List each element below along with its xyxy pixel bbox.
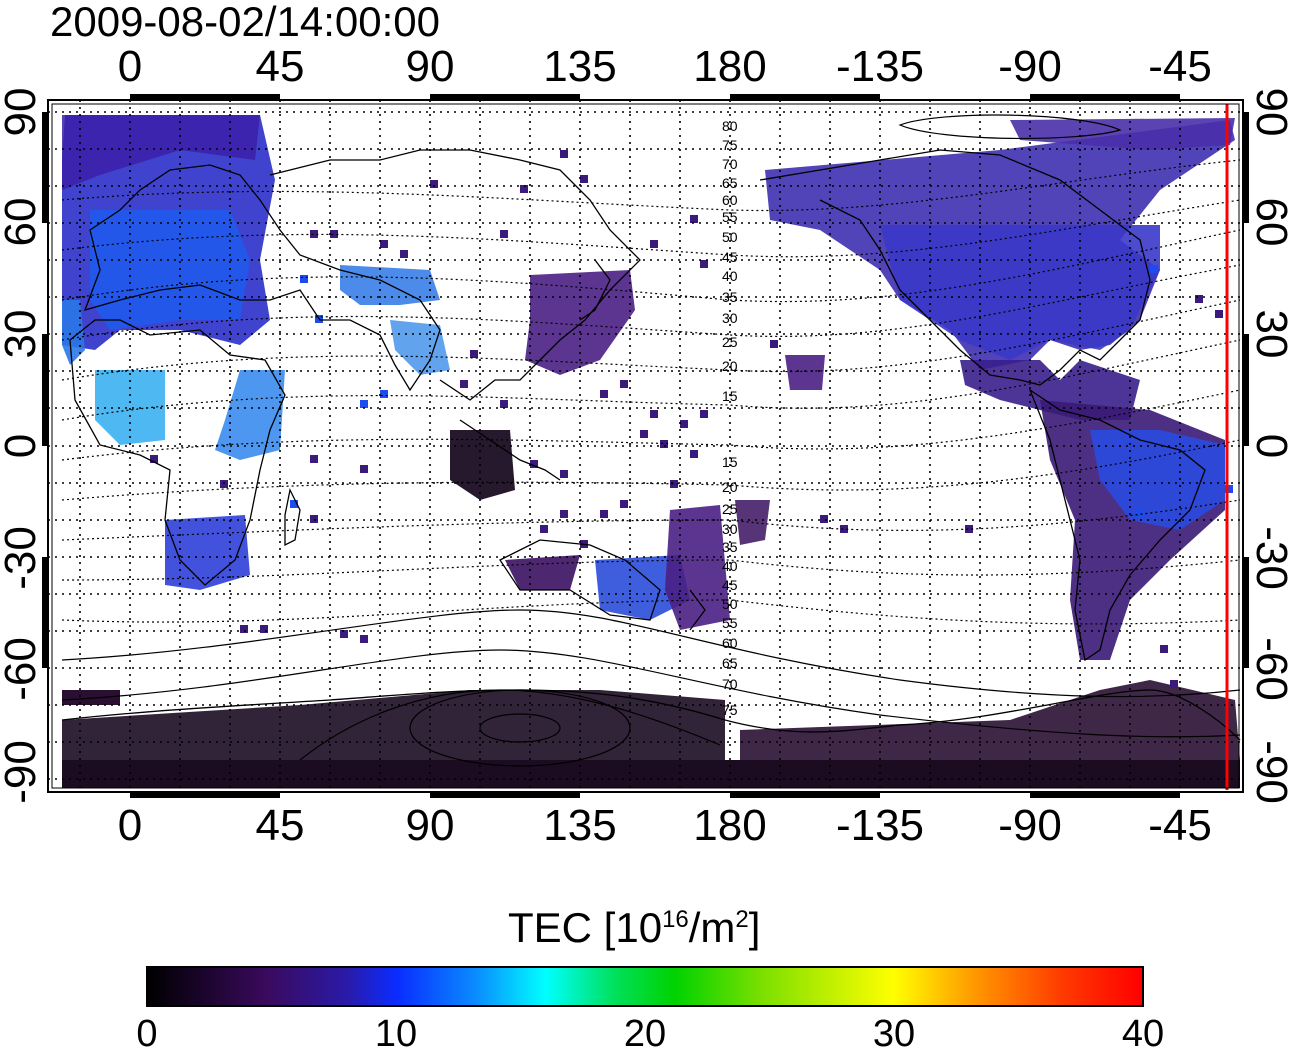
contour-label: 15 xyxy=(722,388,738,404)
lon-tick-bottom: -90 xyxy=(998,801,1062,850)
map-inner-frame xyxy=(51,103,1240,789)
lon-tick-bottom: 90 xyxy=(405,801,455,850)
tec-world-map: 80 75 70 65 60 55 50 45 40 35 30 25 20 1… xyxy=(42,94,1249,798)
contour-label: 45 xyxy=(722,577,738,593)
lon-tick-top: -135 xyxy=(835,42,925,91)
coastlines xyxy=(61,149,1241,741)
map-timestamp-title: 2009-08-02/14:00:00 xyxy=(50,0,440,45)
colorbar-tick: 20 xyxy=(623,1013,667,1055)
lon-tick-top: 0 xyxy=(117,42,143,91)
contour-label: 20 xyxy=(722,479,738,495)
contour-label: 35 xyxy=(722,539,738,555)
lon-tick-top: 90 xyxy=(405,42,455,91)
lon-tick-bottom: 45 xyxy=(255,801,305,850)
colorbar-tick: 40 xyxy=(1121,1013,1165,1055)
contour-label: 65 xyxy=(722,175,738,191)
contour-label: 30 xyxy=(722,310,738,326)
lon-tick-top: 180 xyxy=(693,42,767,91)
magnetic-contours xyxy=(61,114,1241,767)
colorbar-tick: 0 xyxy=(136,1013,158,1055)
lon-tick-bottom: -135 xyxy=(835,801,925,850)
contour-label: 55 xyxy=(722,209,738,225)
contour-label: 65 xyxy=(722,655,738,671)
contour-label: 35 xyxy=(722,289,738,305)
tec-colorbar xyxy=(146,966,1144,1007)
lon-tick-bottom: 135 xyxy=(543,801,617,850)
lon-tick-top: -90 xyxy=(998,42,1062,91)
contour-label: 20 xyxy=(722,358,738,374)
lon-tick-bottom: 0 xyxy=(117,801,143,850)
contour-label: 60 xyxy=(722,635,738,651)
colorbar-tick: 30 xyxy=(872,1013,916,1055)
frame-ticks xyxy=(42,94,1249,798)
colorbar-title: TEC [1016/m2] xyxy=(508,904,761,951)
contour-label: 25 xyxy=(722,334,738,350)
contour-label: 60 xyxy=(722,192,738,208)
contour-label: 70 xyxy=(722,676,738,692)
contour-label: 55 xyxy=(722,615,738,631)
contour-label: 75 xyxy=(722,137,738,153)
contour-label: 40 xyxy=(722,558,738,574)
contour-label: 70 xyxy=(722,156,738,172)
contour-label: 25 xyxy=(722,501,738,517)
contour-label: 50 xyxy=(722,229,738,245)
lon-tick-top: 135 xyxy=(543,42,617,91)
contour-labels: 80 75 70 65 60 55 50 45 40 35 30 25 20 1… xyxy=(722,118,738,718)
contour-label: 45 xyxy=(722,249,738,265)
contour-label: 75 xyxy=(722,702,738,718)
colorbar-tick: 10 xyxy=(374,1013,418,1055)
lon-tick-bottom: -45 xyxy=(1148,801,1212,850)
contour-label: 30 xyxy=(722,521,738,537)
contour-label: 40 xyxy=(722,268,738,284)
lon-tick-bottom: 180 xyxy=(693,801,767,850)
contour-label: 15 xyxy=(722,454,738,470)
contour-label: 50 xyxy=(722,596,738,612)
lon-tick-top: 45 xyxy=(255,42,305,91)
lon-tick-top: -45 xyxy=(1148,42,1212,91)
graticule xyxy=(48,100,1243,792)
contour-label: 80 xyxy=(722,118,738,134)
tec-data-layer xyxy=(62,115,1240,788)
